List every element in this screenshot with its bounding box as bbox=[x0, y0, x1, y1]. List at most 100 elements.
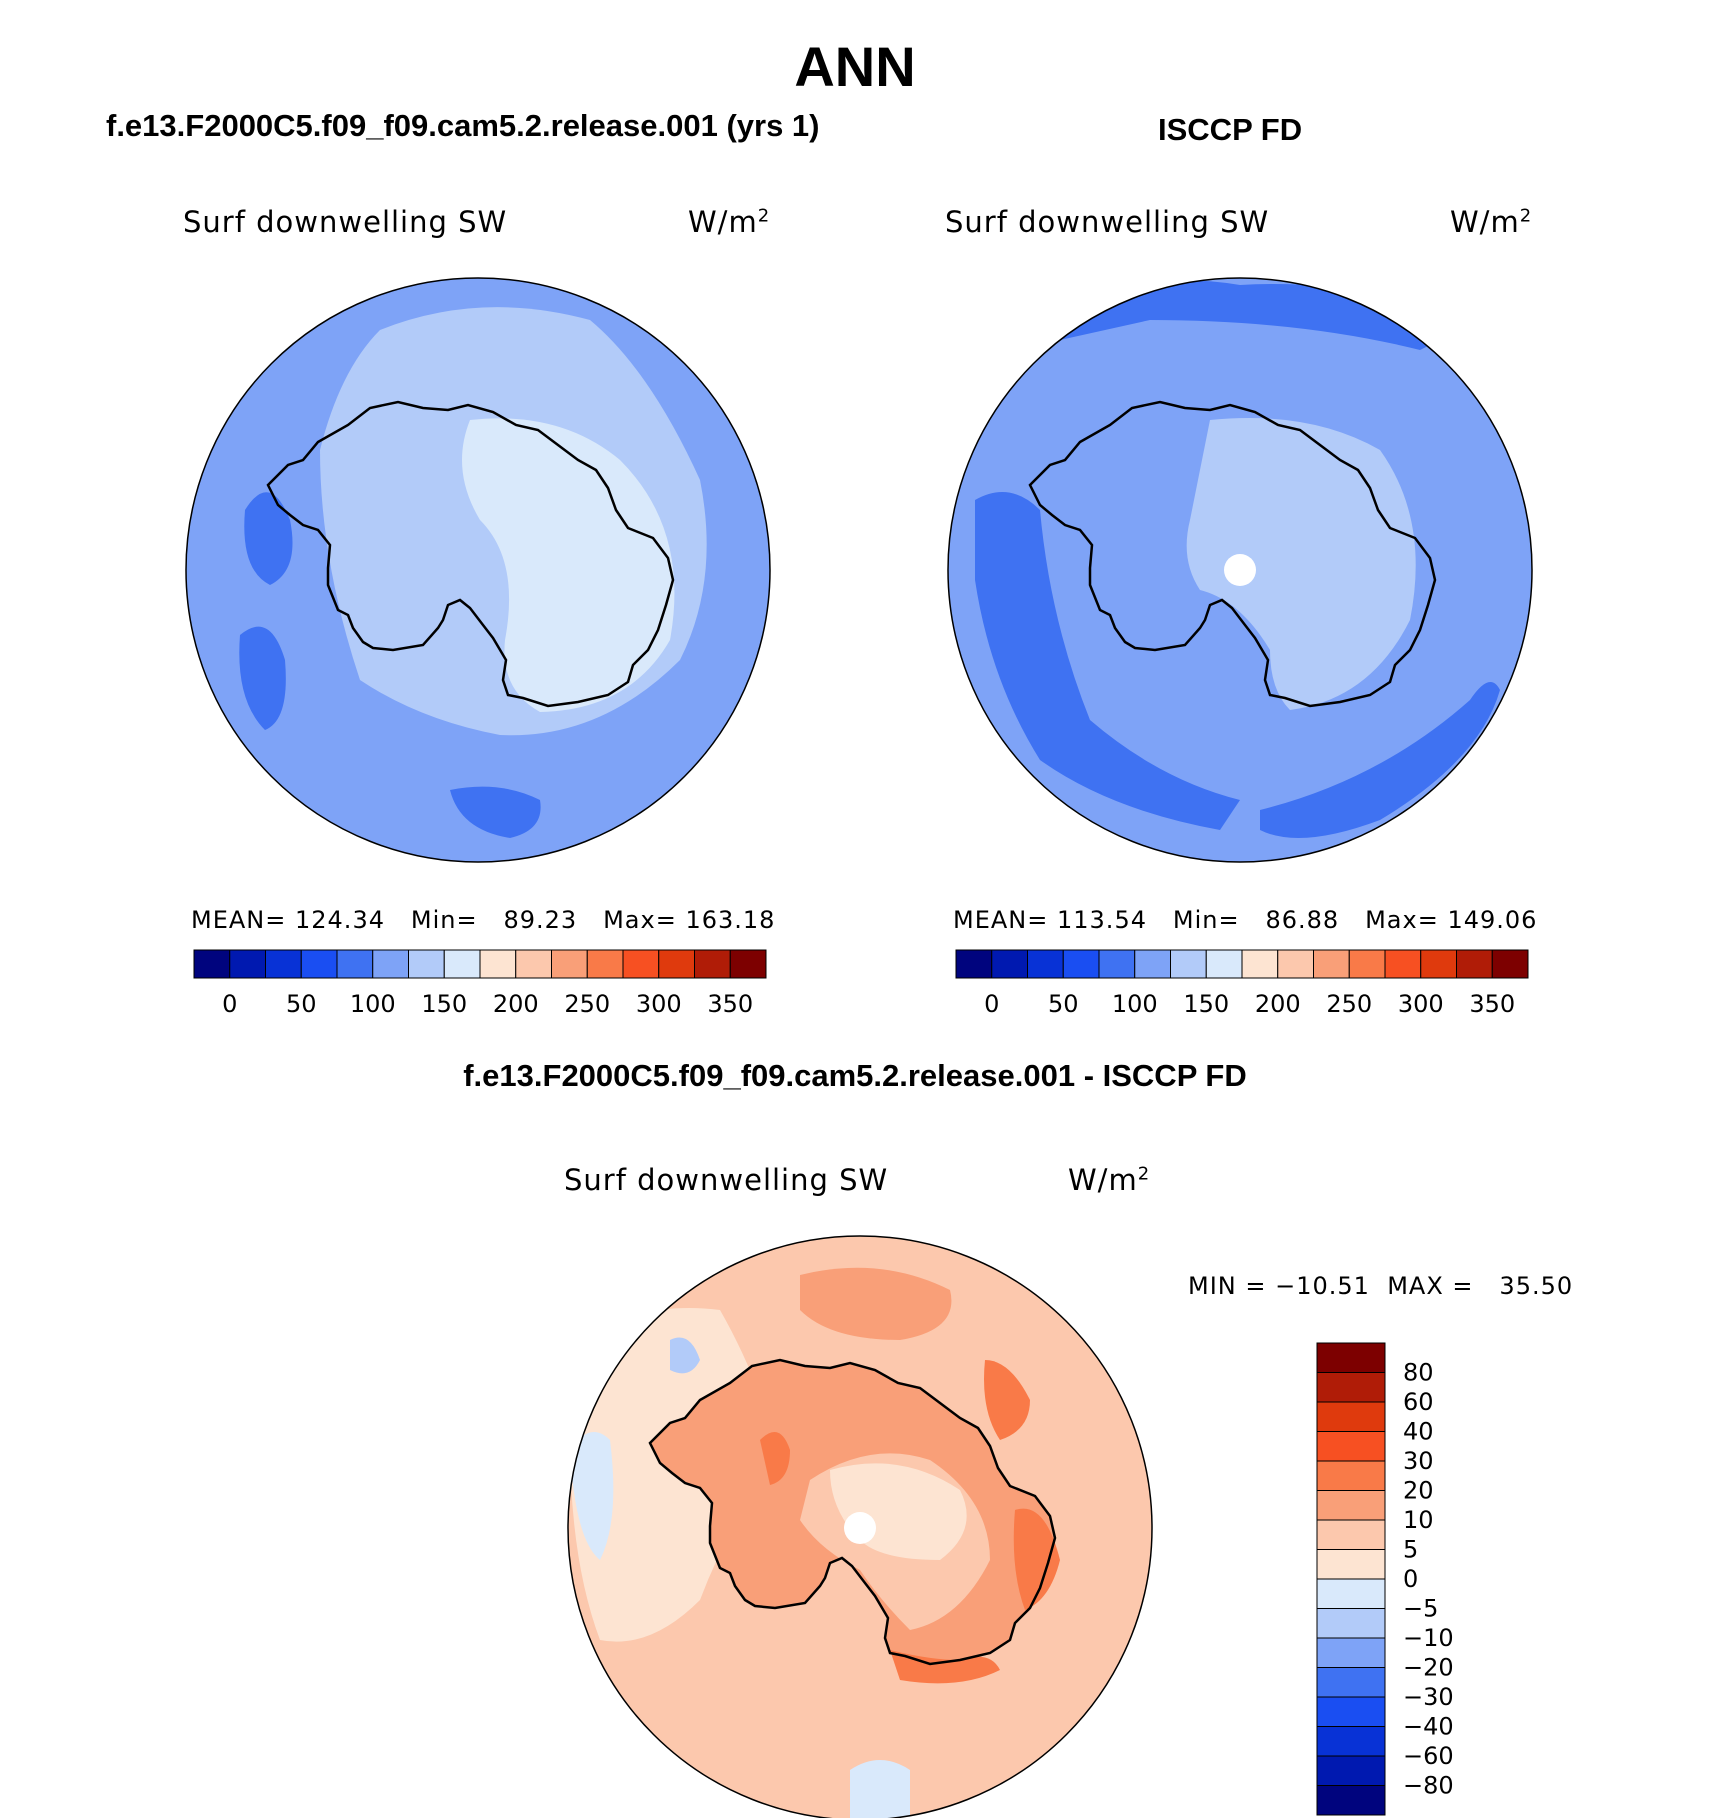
map-obs bbox=[947, 277, 1533, 863]
mean-label: MEAN= bbox=[953, 906, 1049, 934]
colorbar-swatch bbox=[991, 949, 1028, 979]
colorbar-swatch bbox=[1348, 949, 1386, 979]
colorbar-swatch bbox=[1316, 1372, 1386, 1403]
colorbar-swatch bbox=[193, 949, 231, 979]
colorbar-tick-label: 60 bbox=[1403, 1388, 1434, 1416]
colorbar-swatch bbox=[408, 949, 445, 979]
panel-title-model: f.e13.F2000C5.f09_f09.cam5.2.release.001… bbox=[106, 108, 820, 143]
colorbar-swatch bbox=[1277, 949, 1314, 979]
mean-value: 124.34 bbox=[295, 906, 385, 934]
min-label: Min= bbox=[1172, 906, 1240, 934]
colorbar-tick-label: 80 bbox=[1403, 1359, 1434, 1387]
colorbar-swatch bbox=[1491, 949, 1529, 979]
colorbar-tick-label: −40 bbox=[1403, 1713, 1454, 1741]
colorbar-swatch bbox=[479, 949, 517, 979]
main-title: ANN bbox=[794, 35, 916, 98]
min-value: 86.88 bbox=[1265, 906, 1340, 934]
colorbar-swatch bbox=[1134, 949, 1171, 979]
units-label-model: W/m2 bbox=[688, 205, 771, 239]
colorbar-swatch bbox=[1316, 1696, 1386, 1727]
colorbar-swatch bbox=[1316, 1667, 1386, 1698]
colorbar-tick-label: 300 bbox=[636, 990, 682, 1018]
colorbar-swatch bbox=[1316, 1490, 1386, 1521]
colorbar-swatch bbox=[694, 949, 731, 979]
panel-title-obs: ISCCP FD bbox=[1158, 112, 1303, 147]
max-value: 149.06 bbox=[1447, 906, 1538, 934]
colorbar-swatch bbox=[1316, 1431, 1386, 1462]
colorbar-swatch bbox=[1420, 949, 1457, 979]
units-label-diff: W/m2 bbox=[1068, 1163, 1151, 1197]
colorbar-swatch bbox=[955, 949, 993, 979]
colorbar-tick-label: −60 bbox=[1403, 1742, 1454, 1770]
stats-model: MEAN= 124.34 Min= 89.23 Max= 163.18 bbox=[191, 906, 775, 934]
max-label: Max= bbox=[1365, 906, 1439, 934]
colorbar-tick-label: −30 bbox=[1403, 1683, 1454, 1711]
stats-diff: MIN = −10.51 MAX = 35.50 bbox=[1188, 1272, 1573, 1300]
colorbar-tick-label: 0 bbox=[1403, 1565, 1418, 1593]
colorbar-tick-label: 350 bbox=[707, 990, 753, 1018]
colorbar-tick-label: 0 bbox=[984, 990, 999, 1018]
colorbar-swatch bbox=[1316, 1401, 1386, 1432]
colorbar-swatch bbox=[622, 949, 660, 979]
colorbar-tick-label: 100 bbox=[1112, 990, 1158, 1018]
min-label: MIN = bbox=[1188, 1272, 1267, 1300]
mean-value: 113.54 bbox=[1057, 906, 1147, 934]
colorbar-swatch bbox=[300, 949, 338, 979]
colorbar-swatch bbox=[1241, 949, 1279, 979]
colorbar-swatch bbox=[372, 949, 409, 979]
colorbar-swatch bbox=[1384, 949, 1422, 979]
colorbar-swatch bbox=[443, 949, 481, 979]
colorbar-swatch bbox=[586, 949, 624, 979]
min-label: Min= bbox=[410, 906, 478, 934]
colorbar-swatch bbox=[1313, 949, 1350, 979]
colorbar-tick-label: 40 bbox=[1403, 1418, 1434, 1446]
colorbar-tick-label: 250 bbox=[564, 990, 610, 1018]
colorbar-swatch bbox=[1316, 1578, 1386, 1609]
colorbar-obs: 0 50 100 150 200 250 300 350 bbox=[955, 949, 1529, 1018]
colorbar-swatch bbox=[336, 949, 374, 979]
mean-label: MEAN= bbox=[191, 906, 287, 934]
colorbar-tick-label: 50 bbox=[286, 990, 317, 1018]
colorbar-swatch bbox=[551, 949, 588, 979]
colorbar-tick-label: 10 bbox=[1403, 1506, 1434, 1534]
max-label: Max= bbox=[603, 906, 677, 934]
colorbar-swatch bbox=[1316, 1637, 1386, 1668]
colorbar-swatch bbox=[265, 949, 302, 979]
colorbar-swatch bbox=[1316, 1519, 1386, 1550]
max-value: 35.50 bbox=[1499, 1272, 1574, 1300]
colorbar-swatch bbox=[1205, 949, 1243, 979]
colorbar-tick-label: −20 bbox=[1403, 1654, 1454, 1682]
colorbar-swatch bbox=[729, 949, 767, 979]
colorbar-tick-label: 200 bbox=[493, 990, 539, 1018]
stats-obs: MEAN= 113.54 Min= 86.88 Max= 149.06 bbox=[953, 906, 1537, 934]
colorbar-swatch bbox=[1316, 1549, 1386, 1580]
colorbar-swatch bbox=[658, 949, 695, 979]
colorbar-swatch bbox=[1316, 1785, 1386, 1816]
max-label: MAX = bbox=[1387, 1272, 1474, 1300]
colorbar-swatch bbox=[1062, 949, 1100, 979]
units-label-obs: W/m2 bbox=[1450, 205, 1533, 239]
colorbar-model: 0 50 100 150 200 250 300 350 bbox=[193, 949, 767, 1018]
colorbar-tick-label: −10 bbox=[1403, 1624, 1454, 1652]
variable-label-diff: Surf downwelling SW bbox=[564, 1163, 889, 1197]
colorbar-swatch bbox=[1170, 949, 1207, 979]
colorbar-swatch bbox=[1316, 1460, 1386, 1491]
max-value: 163.18 bbox=[685, 906, 776, 934]
colorbar-tick-label: 0 bbox=[222, 990, 237, 1018]
colorbar-tick-label: −5 bbox=[1403, 1595, 1438, 1623]
colorbar-swatch bbox=[1316, 1755, 1386, 1786]
min-value: 89.23 bbox=[503, 906, 578, 934]
colorbar-tick-label: 5 bbox=[1403, 1536, 1418, 1564]
map-diff bbox=[567, 1235, 1153, 1818]
variable-label-model: Surf downwelling SW bbox=[183, 205, 508, 239]
colorbar-swatch bbox=[1316, 1342, 1386, 1373]
colorbar-swatch bbox=[1316, 1726, 1386, 1757]
colorbar-swatch bbox=[1027, 949, 1064, 979]
colorbar-swatch bbox=[229, 949, 266, 979]
colorbar-tick-label: 20 bbox=[1403, 1477, 1434, 1505]
colorbar-tick-label: 300 bbox=[1398, 990, 1444, 1018]
map-model bbox=[185, 277, 771, 863]
colorbar-swatch bbox=[1316, 1608, 1386, 1639]
